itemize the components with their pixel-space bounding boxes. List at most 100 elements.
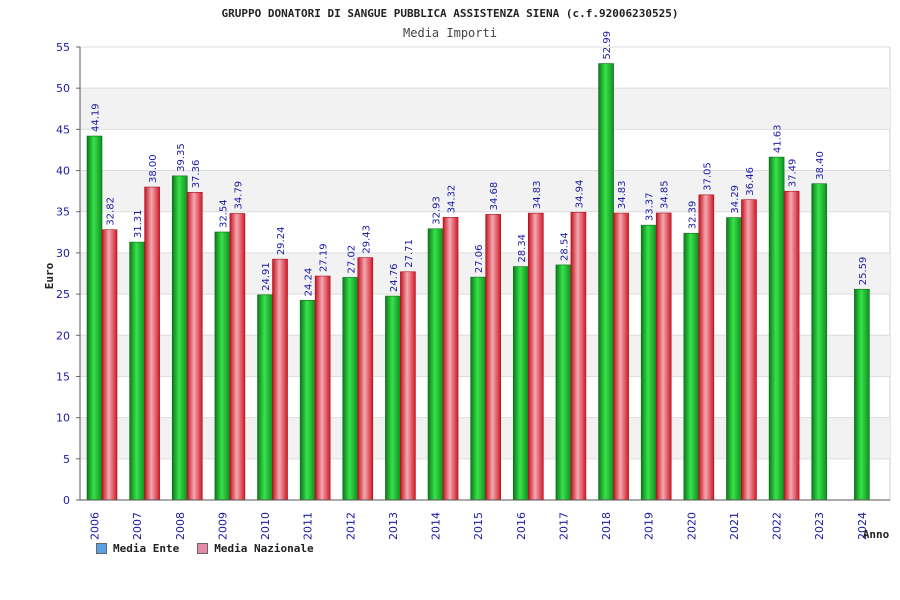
bar-ente xyxy=(683,232,700,501)
value-label: 24.24 xyxy=(304,268,315,297)
y-tick-label: 15 xyxy=(56,370,70,383)
value-label: 44.19 xyxy=(91,103,102,132)
y-tick-label: 35 xyxy=(56,206,70,219)
bar-ente xyxy=(598,63,614,501)
x-tick-label: 2017 xyxy=(557,512,570,540)
value-label: 27.02 xyxy=(346,245,357,274)
value-label: 27.06 xyxy=(474,244,485,273)
value-label: 39.35 xyxy=(176,143,187,172)
x-axis-label: Anno xyxy=(863,528,890,541)
bar-ente xyxy=(171,175,188,501)
y-axis-label: Euro xyxy=(43,262,56,289)
bar-nazionale xyxy=(229,213,246,501)
bar-nazionale xyxy=(655,212,672,501)
chart-subtitle: Media Importi xyxy=(403,26,497,40)
bar-ente xyxy=(427,228,444,501)
x-tick-label: 2023 xyxy=(813,512,826,540)
legend-label-nazionale: Media Nazionale xyxy=(214,542,314,555)
bar-nazionale xyxy=(613,212,629,501)
grid-band xyxy=(80,88,890,130)
bar-ente xyxy=(811,183,828,501)
bar-nazionale xyxy=(314,275,331,501)
x-tick-label: 2010 xyxy=(259,512,272,540)
value-label: 31.31 xyxy=(133,209,144,238)
x-tick-label: 2007 xyxy=(131,512,144,540)
y-tick-label: 5 xyxy=(63,453,70,466)
x-tick-label: 2018 xyxy=(600,512,613,540)
value-label: 37.49 xyxy=(788,159,799,188)
y-tick-label: 0 xyxy=(63,494,70,507)
x-tick-label: 2013 xyxy=(387,512,400,540)
value-label: 38.40 xyxy=(815,151,826,180)
bar-nazionale xyxy=(741,199,757,501)
bar-nazionale xyxy=(698,194,715,501)
value-label: 34.83 xyxy=(617,180,628,209)
x-tick-label: 2011 xyxy=(302,512,315,540)
x-tick-label: 2020 xyxy=(685,512,698,540)
bar-ente xyxy=(257,294,273,501)
value-label: 34.94 xyxy=(574,180,585,209)
bar-ente xyxy=(555,264,572,501)
value-label: 27.71 xyxy=(404,239,415,268)
bar-ente xyxy=(385,295,401,501)
x-tick-label: 2012 xyxy=(344,512,357,540)
x-tick-label: 2021 xyxy=(728,512,741,540)
value-label: 28.34 xyxy=(517,234,528,263)
value-label: 27.19 xyxy=(319,243,330,272)
bar-nazionale xyxy=(101,229,118,501)
bars xyxy=(86,63,870,501)
value-label: 37.36 xyxy=(191,160,202,189)
legend: Media Ente Media Nazionale xyxy=(96,542,314,555)
value-label: 32.54 xyxy=(218,199,229,228)
legend-swatch-nazionale xyxy=(197,543,209,554)
y-tick-label: 55 xyxy=(56,41,70,54)
value-label: 29.43 xyxy=(361,225,372,254)
bar-nazionale xyxy=(186,191,203,501)
value-label: 24.76 xyxy=(389,263,400,292)
y-tick-label: 50 xyxy=(56,82,70,95)
bar-ente xyxy=(299,300,316,501)
bar-nazionale xyxy=(528,212,544,501)
value-label: 34.83 xyxy=(532,180,543,209)
x-tick-label: 2016 xyxy=(515,512,528,540)
y-axis-ticks: 0 5 10 15 20 25 30 35 40 45 50 55 xyxy=(56,41,80,507)
x-tick-label: 2006 xyxy=(89,512,102,540)
value-label: 24.91 xyxy=(261,262,272,291)
bar-nazionale xyxy=(783,190,800,501)
y-tick-label: 20 xyxy=(56,329,70,342)
bar-nazionale xyxy=(570,211,587,501)
legend-swatch-ente xyxy=(96,543,107,554)
x-tick-label: 2019 xyxy=(643,512,656,540)
x-axis-ticks: 2006 2007 2008 2009 2010 2011 2012 2013 2014 2015… xyxy=(89,512,869,540)
bar-nazionale xyxy=(442,217,459,501)
axes xyxy=(79,47,890,501)
y-tick-label: 45 xyxy=(56,123,70,136)
bar-ente xyxy=(726,217,742,501)
bar-nazionale xyxy=(272,258,288,501)
value-label: 28.54 xyxy=(559,232,570,261)
bar-ente xyxy=(342,277,359,501)
value-label: 29.24 xyxy=(276,227,287,256)
value-label: 34.32 xyxy=(447,185,458,214)
x-tick-label: 2009 xyxy=(216,512,229,540)
legend-label-ente: Media Ente xyxy=(113,542,180,555)
x-tick-label: 2008 xyxy=(174,512,187,540)
y-tick-label: 25 xyxy=(56,288,70,301)
bar-ente xyxy=(513,266,529,501)
legend-item-ente: Media Ente xyxy=(96,542,179,555)
value-label: 33.37 xyxy=(645,193,656,222)
bar-ente xyxy=(470,276,486,501)
value-label: 32.93 xyxy=(432,196,443,225)
x-tick-label: 2014 xyxy=(430,512,443,540)
x-tick-label: 2015 xyxy=(472,512,485,540)
bar-ente xyxy=(86,135,103,501)
value-label: 34.85 xyxy=(660,180,671,209)
value-label: 32.82 xyxy=(106,197,117,226)
bar-nazionale xyxy=(400,271,416,501)
bar-nazionale xyxy=(357,257,374,501)
value-label: 25.59 xyxy=(858,257,869,286)
bar-ente xyxy=(768,156,785,501)
y-tick-label: 40 xyxy=(56,165,70,178)
bar-ente xyxy=(129,241,145,501)
value-label: 37.05 xyxy=(702,162,713,191)
